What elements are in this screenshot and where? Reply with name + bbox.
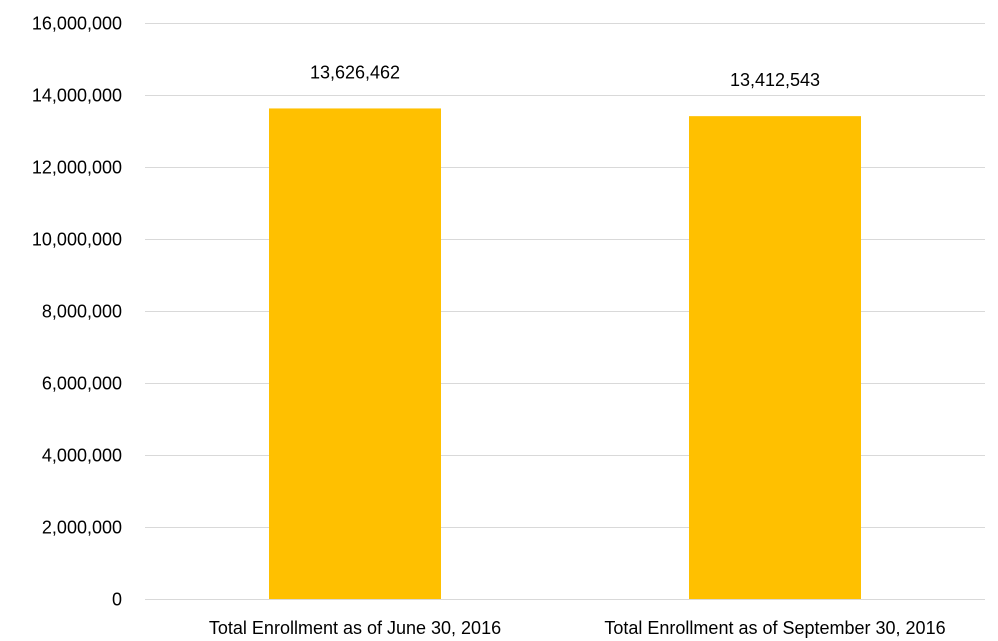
y-tick-label: 4,000,000: [42, 446, 122, 466]
y-tick-label: 14,000,000: [32, 86, 122, 106]
data-labels: 13,626,462 13,412,543: [310, 62, 820, 90]
data-label: 13,626,462: [310, 62, 400, 82]
y-tick-label: 0: [112, 590, 122, 610]
bars: [269, 108, 861, 600]
x-tick-label: Total Enrollment as of September 30, 201…: [604, 618, 945, 638]
y-tick-label: 8,000,000: [42, 302, 122, 322]
x-tick-label: Total Enrollment as of June 30, 2016: [209, 618, 501, 638]
y-tick-label: 2,000,000: [42, 518, 122, 538]
data-label: 13,412,543: [730, 70, 820, 90]
bar: [269, 108, 441, 600]
y-axis: 0 2,000,000 4,000,000 6,000,000 8,000,000 10,…: [32, 14, 122, 610]
y-tick-label: 6,000,000: [42, 374, 122, 394]
y-tick-label: 12,000,000: [32, 158, 122, 178]
y-tick-label: 10,000,000: [32, 230, 122, 250]
x-axis: Total Enrollment as of June 30, 2016 Tota…: [209, 618, 946, 638]
bar: [689, 116, 861, 600]
y-tick-label: 16,000,000: [32, 14, 122, 34]
